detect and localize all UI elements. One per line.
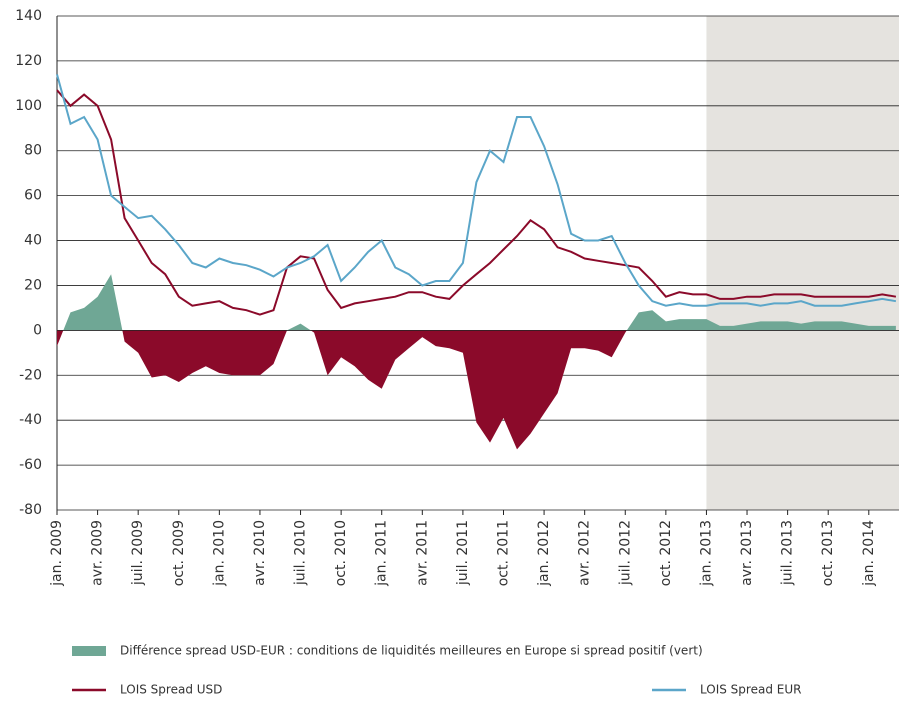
x-tick-label: juil. 2012 xyxy=(617,520,633,586)
legend-label: LOIS Spread EUR xyxy=(700,683,801,697)
y-tick-label: 20 xyxy=(24,277,42,293)
y-tick-label: 100 xyxy=(15,98,42,114)
x-tick-label: oct. 2013 xyxy=(820,520,836,586)
x-tick-label: jan. 2009 xyxy=(49,520,65,587)
x-tick-label: oct. 2010 xyxy=(333,520,349,586)
y-tick-label: -20 xyxy=(19,367,42,383)
x-tick-label: jan. 2014 xyxy=(861,520,877,587)
x-tick-label: avr. 2011 xyxy=(414,520,430,586)
y-tick-label: 60 xyxy=(24,188,42,204)
x-tick-label: juil. 2010 xyxy=(293,520,309,586)
x-tick-label: juil. 2011 xyxy=(455,520,471,586)
legend-swatch xyxy=(72,646,106,656)
x-tick-label: jan. 2013 xyxy=(698,520,714,587)
shaded-region xyxy=(706,16,899,510)
line xyxy=(56,74,897,307)
y-tick-label: 140 xyxy=(15,8,42,24)
x-tick-label: jan. 2011 xyxy=(374,520,390,587)
y-tick-label: 0 xyxy=(33,322,42,338)
x-tick-label: avr. 2010 xyxy=(252,520,268,586)
y-tick-label: 40 xyxy=(24,233,42,249)
y-tick-label: -60 xyxy=(19,457,42,473)
y-tick-label: -80 xyxy=(19,502,42,518)
x-tick-label: jan. 2010 xyxy=(211,520,227,587)
x-tick-label: oct. 2012 xyxy=(658,520,674,586)
x-tick-label: oct. 2011 xyxy=(495,520,511,586)
x-tick-label: juil. 2009 xyxy=(130,520,146,586)
x-tick-label: jan. 2012 xyxy=(536,520,552,587)
legend-label: LOIS Spread USD xyxy=(120,683,222,697)
line xyxy=(56,89,897,316)
x-tick-label: avr. 2009 xyxy=(90,520,106,586)
legend: Différence spread USD-EUR : conditions d… xyxy=(72,644,801,697)
x-tick-label: oct. 2009 xyxy=(171,520,187,586)
area-negative xyxy=(57,330,896,450)
y-tick-label: -40 xyxy=(19,412,42,428)
y-tick-label: 120 xyxy=(15,53,42,69)
x-tick-label: avr. 2012 xyxy=(577,520,593,586)
y-tick-label: 80 xyxy=(24,143,42,159)
x-tick-label: avr. 2013 xyxy=(739,520,755,586)
x-tick-label: juil. 2013 xyxy=(780,520,796,586)
legend-label: Différence spread USD-EUR : conditions d… xyxy=(120,644,703,658)
area-positive xyxy=(63,274,896,331)
